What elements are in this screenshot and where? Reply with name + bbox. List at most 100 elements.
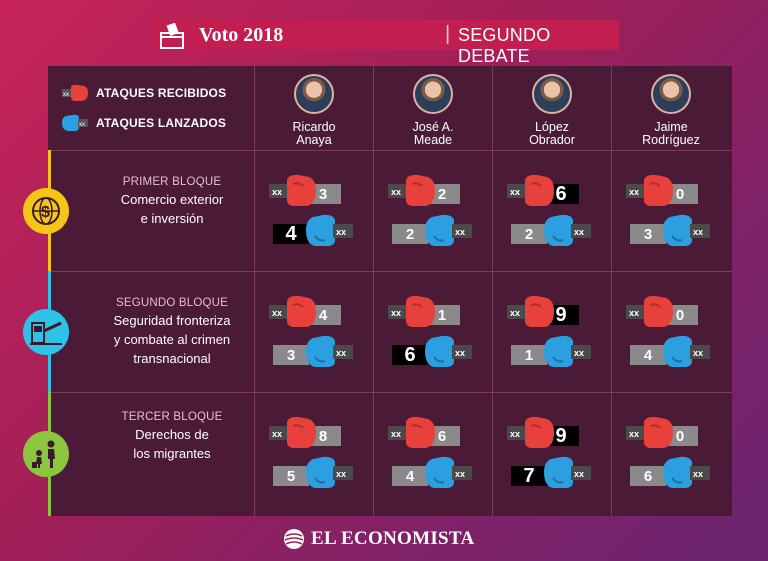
candidate-first: Jaime — [654, 120, 688, 134]
footer-logo: EL ECONOMISTA — [283, 525, 475, 553]
header-banner: Voto 2018 | SEGUNDO DEBATE PRESIDENCIAL — [151, 20, 619, 87]
red-glove-icon: xx — [388, 174, 435, 206]
received-attacks: 8 xx — [269, 416, 349, 452]
blue-glove-icon: xx — [425, 214, 472, 246]
red-glove-icon: xx — [62, 84, 88, 101]
received-attacks: 0 xx — [626, 416, 706, 452]
svg-text:xx: xx — [693, 469, 703, 479]
blue-glove-icon: xx — [544, 335, 591, 367]
svg-text:xx: xx — [272, 429, 282, 439]
attacks-table: xx ATAQUES RECIBIDOS xx ATAQUES LANZADOS… — [48, 66, 732, 516]
header-title: Voto 2018 — [199, 24, 284, 46]
blue-glove-icon: xx — [663, 335, 710, 367]
block-desc: Comercio exterior e inversión — [120, 192, 224, 226]
svg-text:xx: xx — [336, 227, 346, 237]
block-desc: Seguridad fronteriza y combate al crimen… — [113, 313, 231, 366]
blue-glove-icon: xx — [544, 214, 591, 246]
migrants-icon — [23, 431, 69, 477]
launched-attacks: 4 xx — [273, 214, 353, 250]
launched-count: 5 — [273, 466, 309, 486]
header-separator: | — [445, 23, 451, 45]
svg-text:xx: xx — [629, 308, 639, 318]
received-attacks: 9 xx — [507, 295, 587, 331]
svg-text:xx: xx — [336, 469, 346, 479]
candidate-last: Meade — [413, 133, 453, 147]
svg-text:xx: xx — [574, 348, 584, 358]
red-glove-icon: xx — [626, 416, 673, 448]
received-attacks: 1 xx — [388, 295, 468, 331]
blue-glove-icon: xx — [306, 456, 353, 488]
legend-launched-label: ATAQUES LANZADOS — [96, 116, 227, 130]
candidate-anaya: Ricardo Anaya — [255, 74, 373, 147]
received-attacks: 0 xx — [626, 174, 706, 210]
launched-attacks: 7 xx — [511, 456, 591, 492]
launched-count: 4 — [273, 223, 309, 245]
candidate-lopez-obrador: López Obrador — [493, 74, 611, 147]
avatar — [413, 74, 453, 114]
svg-text:xx: xx — [336, 348, 346, 358]
block-desc: Derechos de los migrantes — [133, 427, 211, 461]
svg-text:xx: xx — [391, 429, 401, 439]
blue-glove-icon: xx — [306, 214, 353, 246]
svg-text:xx: xx — [693, 348, 703, 358]
svg-text:xx: xx — [455, 227, 465, 237]
red-glove-icon: xx — [507, 174, 554, 206]
svg-text:xx: xx — [510, 187, 520, 197]
svg-text:xx: xx — [391, 308, 401, 318]
candidate-last: Obrador — [529, 133, 575, 147]
blue-glove-icon: xx — [663, 456, 710, 488]
blue-glove-icon: xx — [425, 456, 472, 488]
launched-count: 4 — [392, 466, 428, 486]
red-glove-icon: xx — [269, 174, 316, 206]
launched-attacks: 2 xx — [511, 214, 591, 250]
red-glove-icon: xx — [269, 295, 316, 327]
red-glove-icon: xx — [626, 295, 673, 327]
candidate-meade: José A. Meade — [374, 74, 492, 147]
candidate-last: Anaya — [296, 133, 332, 147]
launched-count: 1 — [511, 345, 547, 365]
launched-attacks: 3 xx — [273, 335, 353, 371]
received-attacks: 9 xx — [507, 416, 587, 452]
received-attacks: 3 xx — [269, 174, 349, 210]
svg-text:xx: xx — [510, 308, 520, 318]
legend-received-label: ATAQUES RECIBIDOS — [96, 86, 227, 100]
block-kicker: PRIMER BLOQUE — [122, 176, 222, 188]
received-attacks: 2 xx — [388, 174, 468, 210]
candidate-first: Ricardo — [292, 120, 336, 134]
launched-count: 3 — [630, 224, 666, 244]
avatar — [651, 74, 691, 114]
red-glove-icon: xx — [388, 416, 435, 448]
avatar — [294, 74, 334, 114]
legend-launched: xx ATAQUES LANZADOS — [62, 114, 226, 132]
blue-glove-icon: xx — [663, 214, 710, 246]
launched-attacks: 4 xx — [392, 456, 472, 492]
launched-attacks: 4 xx — [630, 335, 710, 371]
blue-glove-icon: xx — [306, 335, 353, 367]
launched-count: 2 — [392, 224, 428, 244]
svg-text:xx: xx — [455, 348, 465, 358]
svg-text:xx: xx — [693, 227, 703, 237]
brand-name: EL ECONOMISTA — [311, 528, 475, 549]
legend-received: xx ATAQUES RECIBIDOS — [62, 84, 226, 102]
svg-text:xx: xx — [79, 122, 85, 128]
brand-globe-icon — [284, 529, 304, 549]
globe-money-icon: $ — [23, 188, 69, 234]
launched-attacks: 2 xx — [392, 214, 472, 250]
received-attacks: 6 xx — [507, 174, 587, 210]
launched-count: 6 — [630, 466, 666, 486]
block-3-label: TERCER BLOQUE Derechos de los migrantes — [92, 411, 252, 463]
candidate-last: Rodríguez — [642, 133, 700, 147]
block-kicker: SEGUNDO BLOQUE — [115, 297, 229, 309]
launched-count: 7 — [511, 465, 547, 487]
svg-text:xx: xx — [629, 187, 639, 197]
launched-count: 2 — [511, 224, 547, 244]
svg-text:$: $ — [41, 204, 50, 221]
launched-attacks: 6 xx — [630, 456, 710, 492]
blue-glove-icon: xx — [425, 335, 472, 367]
candidate-first: López — [534, 120, 570, 134]
received-attacks: 4 xx — [269, 295, 349, 331]
launched-count: 4 — [630, 345, 666, 365]
svg-text:xx: xx — [629, 429, 639, 439]
svg-text:xx: xx — [63, 92, 69, 98]
blue-glove-icon: xx — [62, 114, 88, 131]
